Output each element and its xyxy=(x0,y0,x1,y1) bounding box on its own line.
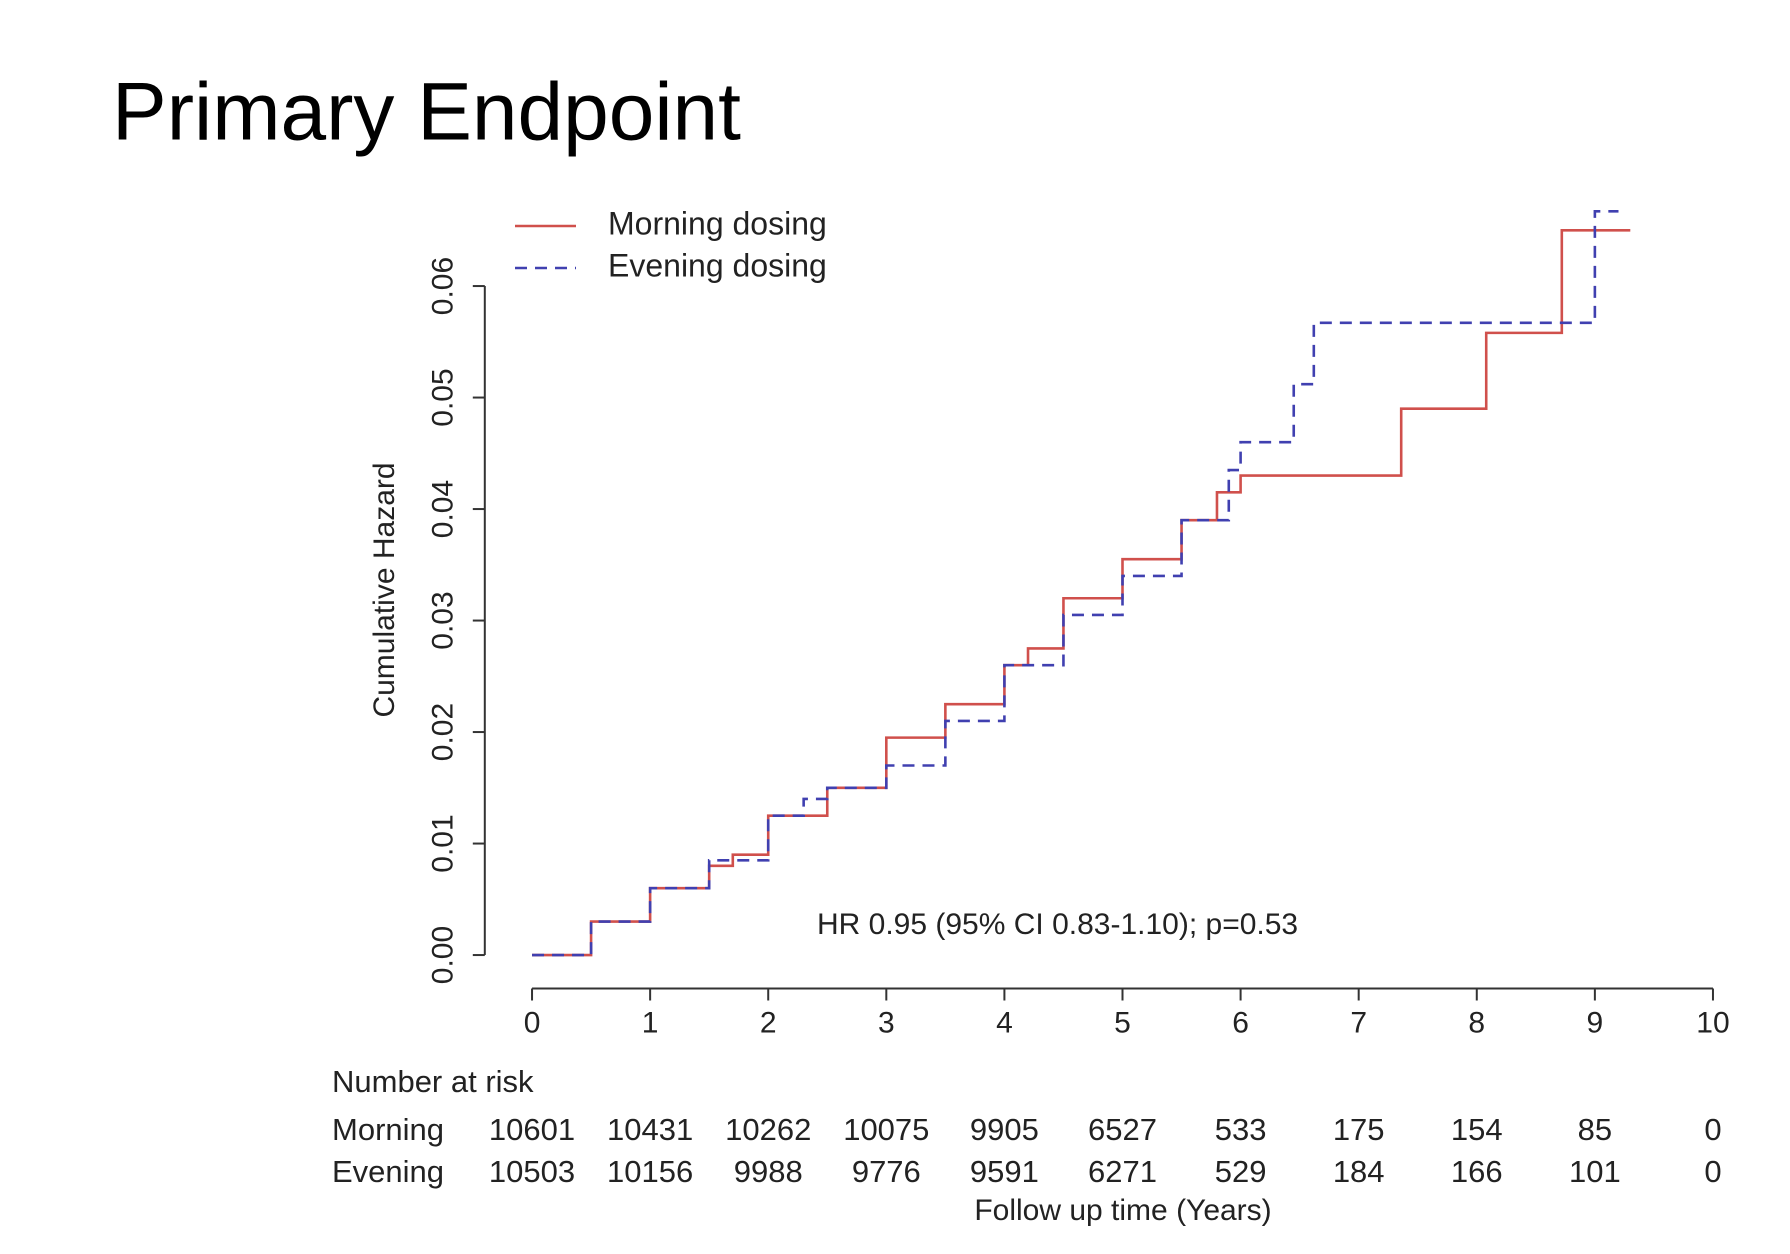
x-tick-label: 10 xyxy=(1696,1006,1729,1039)
risk-row-name: Evening xyxy=(332,1154,444,1189)
risk-value: 529 xyxy=(1215,1154,1267,1189)
legend-label: Morning dosing xyxy=(608,205,827,241)
y-tick-label: 0.05 xyxy=(427,368,460,426)
risk-value: 9988 xyxy=(734,1154,803,1189)
risk-table-title: Number at risk xyxy=(332,1064,534,1099)
risk-value: 6527 xyxy=(1088,1112,1157,1147)
risk-value: 101 xyxy=(1569,1154,1621,1189)
x-tick-label: 8 xyxy=(1468,1006,1485,1039)
risk-value: 154 xyxy=(1451,1112,1503,1147)
x-tick-label: 2 xyxy=(760,1006,777,1039)
risk-value: 9776 xyxy=(852,1154,921,1189)
x-tick-label: 9 xyxy=(1587,1006,1604,1039)
x-axis-label: Follow up time (Years) xyxy=(974,1194,1271,1227)
series-line xyxy=(532,210,1619,957)
legend-label: Evening dosing xyxy=(608,247,827,283)
y-tick-label: 0.00 xyxy=(427,926,460,984)
risk-value: 10503 xyxy=(489,1154,575,1189)
risk-value: 9591 xyxy=(970,1154,1039,1189)
risk-value: 0 xyxy=(1704,1112,1721,1147)
risk-value: 175 xyxy=(1333,1112,1385,1147)
risk-value: 533 xyxy=(1215,1112,1267,1147)
risk-value: 10075 xyxy=(843,1112,929,1147)
risk-value: 85 xyxy=(1578,1112,1612,1147)
x-tick-label: 5 xyxy=(1114,1006,1131,1039)
risk-value: 10156 xyxy=(607,1154,693,1189)
x-tick-label: 6 xyxy=(1232,1006,1249,1039)
risk-value: 10431 xyxy=(607,1112,693,1147)
x-tick-label: 7 xyxy=(1350,1006,1367,1039)
y-tick-label: 0.04 xyxy=(427,480,460,538)
y-axis-label: Cumulative Hazard xyxy=(368,462,401,717)
risk-value: 0 xyxy=(1704,1154,1721,1189)
risk-value: 184 xyxy=(1333,1154,1385,1189)
x-tick-label: 1 xyxy=(642,1006,659,1039)
risk-value: 6271 xyxy=(1088,1154,1157,1189)
series-line xyxy=(532,229,1631,957)
risk-value: 10601 xyxy=(489,1112,575,1147)
y-tick-label: 0.06 xyxy=(427,257,460,315)
x-tick-label: 3 xyxy=(878,1006,895,1039)
x-tick-label: 4 xyxy=(996,1006,1013,1039)
x-tick-label: 0 xyxy=(524,1006,541,1039)
risk-value: 166 xyxy=(1451,1154,1503,1189)
chart-title: Primary Endpoint xyxy=(112,67,741,158)
risk-value: 9905 xyxy=(970,1112,1039,1147)
y-tick-label: 0.01 xyxy=(427,814,460,872)
risk-row-name: Morning xyxy=(332,1112,444,1147)
annotation: HR 0.95 (95% CI 0.83-1.10); p=0.53 xyxy=(817,908,1298,941)
y-tick-label: 0.02 xyxy=(427,703,460,761)
risk-value: 10262 xyxy=(725,1112,811,1147)
y-tick-label: 0.03 xyxy=(427,591,460,649)
